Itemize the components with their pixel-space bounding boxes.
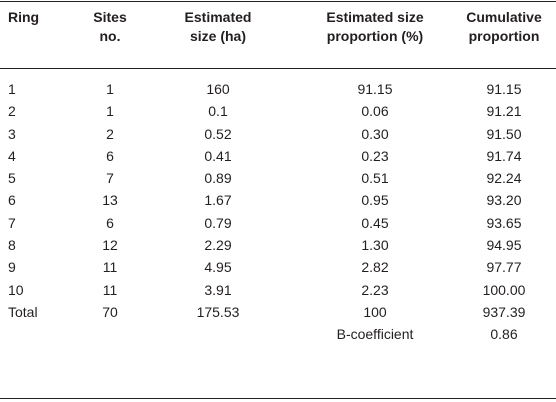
cell-sites-no: 11: [102, 281, 118, 298]
table-header-rule: [0, 68, 556, 69]
cell-estimated-size: 0.79: [204, 214, 232, 231]
cell-sites-no: 11: [102, 259, 118, 276]
cell-estimated-size: 4.95: [204, 259, 232, 276]
table-body: 1 1 160 91.15 91.15 2 1 0.1 0.06 91.21 3…: [0, 78, 556, 346]
table-row: 4 6 0.41 0.23 91.74: [0, 145, 556, 167]
header-estimated-size-proportion: Estimated size proportion (%): [326, 9, 424, 44]
cell-ring: 9: [8, 259, 16, 276]
cell-sites-no: 12: [102, 237, 118, 254]
header-sites-no: Sites no.: [93, 9, 127, 44]
cell-sites-no: 2: [106, 125, 114, 142]
cell-size-proportion: 2.23: [361, 281, 389, 298]
table-row-total: Total 70 175.53 100 937.39: [0, 301, 556, 323]
cell-cumulative-proportion: 91.15: [486, 81, 522, 97]
table-row: 2 1 0.1 0.06 91.21: [0, 100, 556, 122]
cell-estimated-size: 0.52: [204, 125, 232, 142]
header-cumulative-proportion: Cumulative proportion: [466, 9, 542, 44]
cell-sites-no: 6: [106, 147, 114, 164]
table-row: 9 11 4.95 2.82 97.77: [0, 256, 556, 278]
cell-sites-no: 7: [106, 170, 114, 187]
cell-cumulative-proportion: 92.24: [486, 170, 522, 187]
cell-ring: 10: [8, 281, 24, 298]
cell-size-proportion: 0.30: [361, 125, 389, 142]
cell-sites-no: 1: [106, 103, 114, 120]
cell-size-proportion: 1.30: [361, 237, 389, 254]
table-row: 3 2 0.52 0.30 91.50: [0, 123, 556, 145]
table-row: 10 11 3.91 2.23 100.00: [0, 279, 556, 301]
cell-ring: 5: [8, 170, 16, 187]
cell-size-proportion: 0.06: [361, 103, 389, 120]
cell-cumulative-proportion: 97.77: [486, 259, 522, 276]
table-row: 8 12 2.29 1.30 94.95: [0, 234, 556, 256]
cell-size-proportion: 2.82: [361, 259, 389, 276]
cell-sites-no: 13: [102, 192, 118, 209]
cell-estimated-size: 2.29: [204, 237, 232, 254]
cell-size-proportion: 0.45: [361, 214, 389, 231]
cell-estimated-size: 3.91: [204, 281, 232, 298]
header-estimated-size: Estimated size (ha): [184, 9, 252, 44]
cell-estimated-size: 160: [206, 81, 230, 97]
cell-ring: 3: [8, 125, 16, 142]
table-row: 1 1 160 91.15 91.15: [0, 78, 556, 100]
cell-cumulative-proportion: 937.39: [482, 303, 526, 320]
cell-size-proportion: 0.23: [361, 147, 389, 164]
cell-ring: 6: [8, 192, 16, 209]
cell-ring: 7: [8, 214, 16, 231]
header-ring: Ring: [8, 9, 40, 25]
table-row-b-coefficient: B-coefficient 0.86: [0, 323, 556, 345]
cell-size-proportion: 0.51: [361, 170, 389, 187]
cell-cumulative-proportion: 93.65: [486, 214, 522, 231]
table-bottom-rule: [0, 398, 556, 399]
cell-estimated-size: 175.53: [196, 303, 240, 320]
cell-ring: 2: [8, 103, 16, 120]
cell-sites-no: 1: [106, 81, 114, 97]
table-header-row: Ring Sites no. Estimated size (ha) Estim…: [0, 8, 556, 66]
cell-sites-no: 6: [106, 214, 114, 231]
cell-size-proportion: 91.15: [357, 81, 393, 97]
cell-size-proportion: 0.95: [361, 192, 389, 209]
table-row: 6 13 1.67 0.95 93.20: [0, 189, 556, 211]
cell-cumulative-proportion: 91.74: [486, 147, 522, 164]
cell-estimated-size: 1.67: [204, 192, 232, 209]
cell-cumulative-proportion: 91.50: [486, 125, 522, 142]
cell-estimated-size: 0.41: [204, 147, 232, 164]
cell-ring: 4: [8, 147, 16, 164]
cell-b-coefficient-label: B-coefficient: [336, 326, 414, 343]
table-top-rule: [0, 1, 556, 2]
cell-ring: Total: [8, 303, 38, 320]
cell-cumulative-proportion: 93.20: [486, 192, 522, 209]
cell-estimated-size: 0.1: [208, 103, 228, 120]
cell-sites-no: 70: [102, 303, 118, 320]
cell-size-proportion: 100: [363, 303, 387, 320]
cell-ring: 8: [8, 237, 16, 254]
cell-estimated-size: 0.89: [204, 170, 232, 187]
cell-ring: 1: [8, 81, 16, 97]
cell-cumulative-proportion: 91.21: [486, 103, 522, 120]
cell-cumulative-proportion: 100.00: [482, 281, 526, 298]
cell-b-coefficient-value: 0.86: [490, 326, 518, 343]
table-row: 5 7 0.89 0.51 92.24: [0, 167, 556, 189]
cell-cumulative-proportion: 94.95: [486, 237, 522, 254]
table-row: 7 6 0.79 0.45 93.65: [0, 212, 556, 234]
